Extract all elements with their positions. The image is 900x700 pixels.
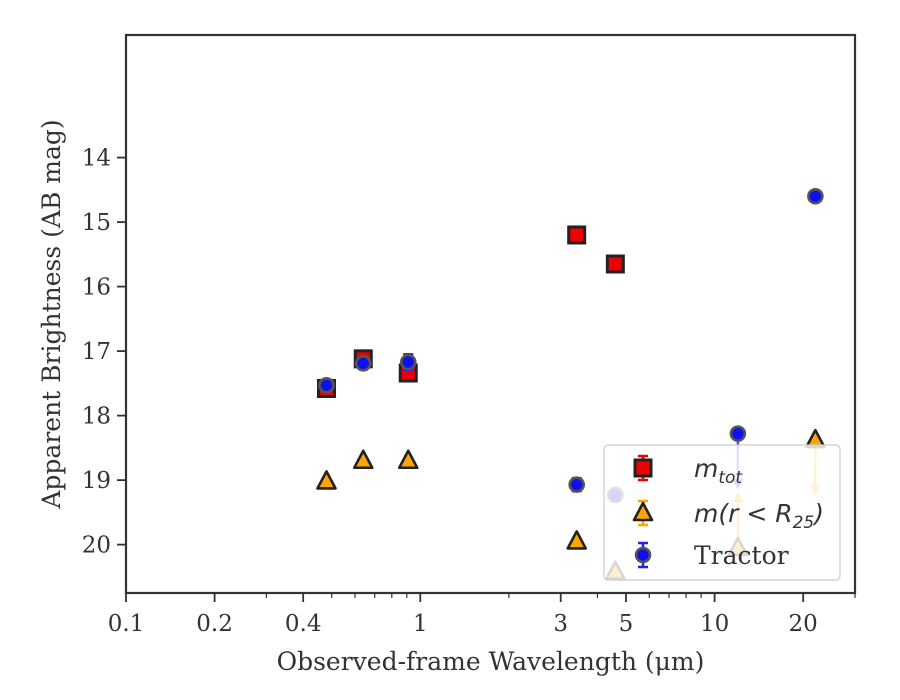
y-tick-label: 17 [82, 339, 111, 365]
x-tick-label: 0.4 [285, 611, 322, 637]
legend-entry: m(r < R25) [632, 499, 824, 533]
x-tick-label: 0.2 [196, 611, 233, 637]
legend-label: Tractor [694, 541, 789, 570]
data-point-circle [729, 425, 747, 442]
legend-box [603, 444, 841, 581]
legend-label: m(r < R25) [694, 499, 824, 533]
y-tick-label: 15 [82, 210, 111, 236]
plot-frame [124, 33, 857, 595]
data-point-circle [318, 376, 335, 394]
data-point-square [567, 225, 587, 245]
y-tick-label: 14 [82, 146, 111, 172]
x-tick-label: 5 [619, 611, 634, 637]
legend-label: mtot [694, 454, 743, 488]
x-tick-label: 0.1 [108, 611, 145, 637]
legend-marker-triangle [632, 501, 654, 522]
x-tick-label: 3 [553, 611, 568, 637]
data-point-circle [399, 353, 417, 371]
x-tick-label: 10 [700, 611, 729, 637]
data-point-square [605, 254, 625, 274]
y-axis-label: Apparent Brightness (AB mag) [37, 119, 66, 509]
data-point-triangle [566, 530, 588, 550]
x-tick-label: 20 [789, 611, 818, 637]
legend-marker-square [633, 458, 653, 478]
data-point-triangle [316, 470, 337, 490]
y-tick-label: 16 [82, 275, 111, 301]
y-tick-label: 19 [82, 468, 111, 494]
y-tick-label: 20 [82, 533, 111, 559]
data-point-circle [568, 476, 586, 493]
legend-entry: Tractor [634, 541, 789, 570]
legend-entry: mtot [633, 454, 743, 488]
data-point-circle [354, 355, 372, 372]
x-tick-label: 1 [413, 611, 428, 637]
legend-marker-circle [634, 546, 652, 564]
data-point-triangle [352, 449, 374, 470]
data-point-triangle [397, 449, 419, 470]
y-tick-label: 18 [82, 404, 111, 430]
x-axis-label: Observed-frame Wavelength (μm) [277, 647, 705, 676]
data-point-circle [807, 187, 824, 205]
